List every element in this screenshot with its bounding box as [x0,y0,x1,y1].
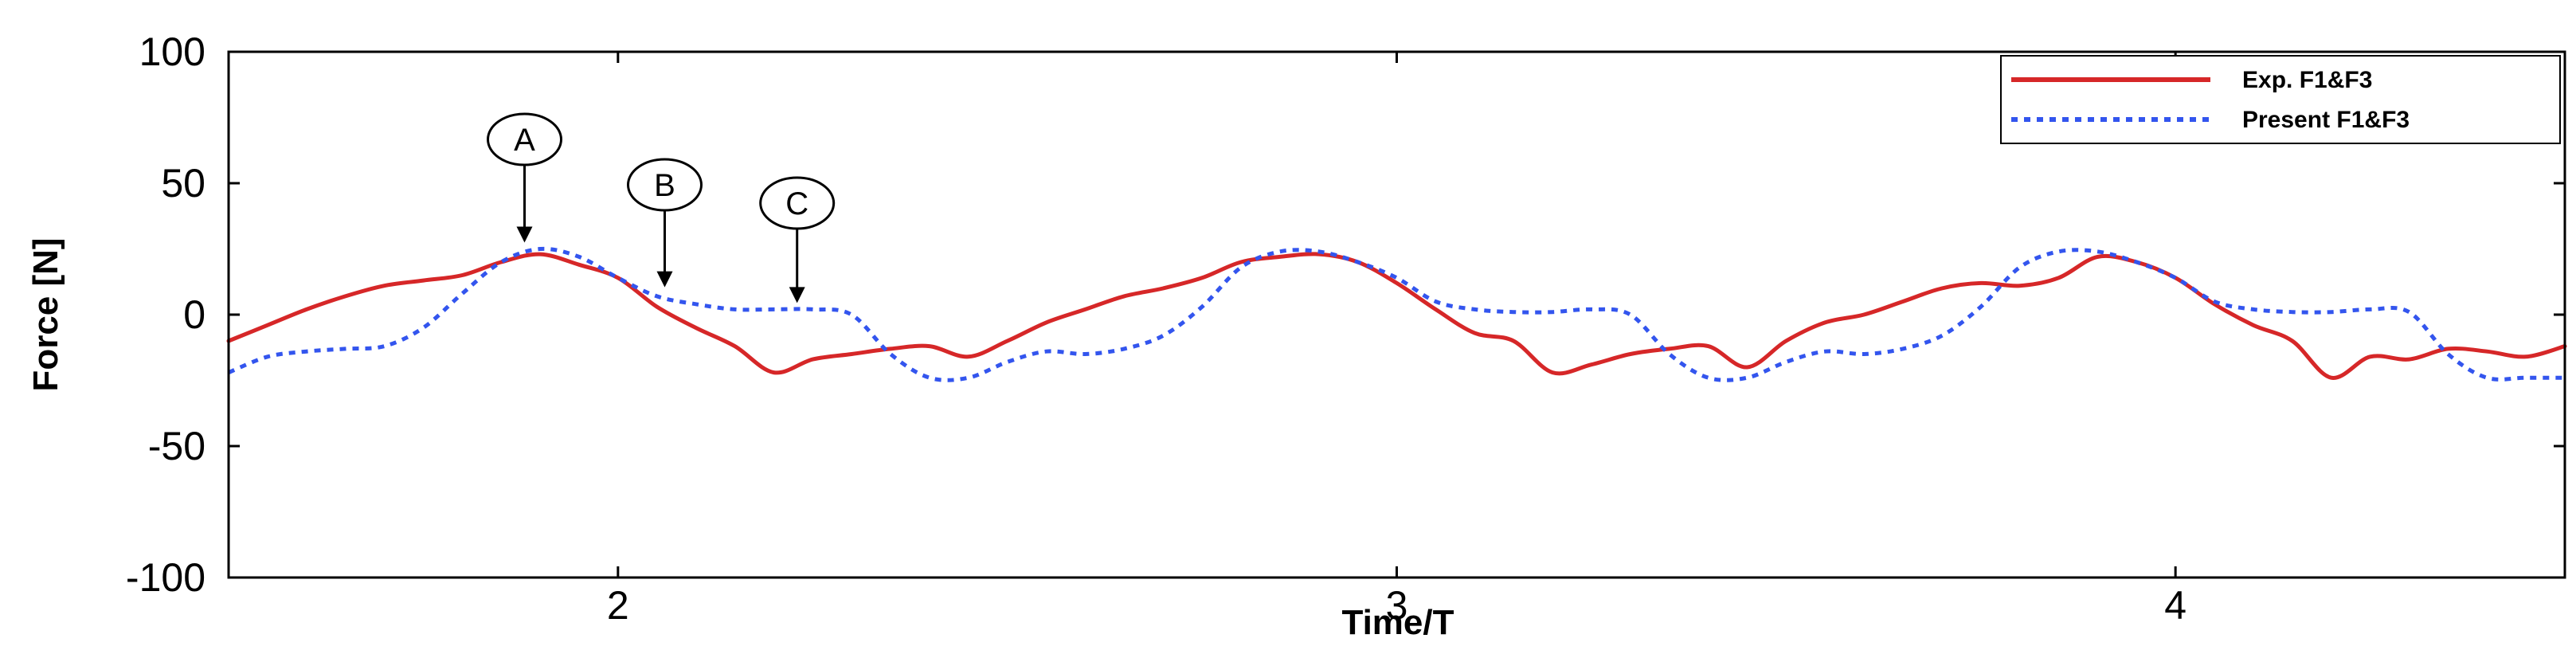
legend-label-present: Present F1&F3 [2242,107,2410,133]
annotation-label: B [654,168,675,203]
y-tick-label: -100 [126,555,206,600]
y-tick-label: -50 [148,424,206,468]
y-tick-label: 100 [139,29,206,74]
y-tick-label: 0 [183,292,206,337]
x-tick-label: 2 [607,583,629,628]
x-tick-label: 4 [2164,583,2186,628]
y-axis: 100 50 0 -50 -100 [126,29,2565,600]
series-line-exp [226,252,2567,380]
annotation-arrowhead [516,226,533,243]
annotation-arrowhead [656,271,673,288]
annotations: A B C [487,112,836,303]
legend-label-exp: Exp. F1&F3 [2242,67,2372,93]
y-tick-label: 50 [161,161,206,206]
legend: Exp. F1&F3 Present F1&F3 [2000,55,2561,144]
x-axis-title: Time/T [1341,603,1454,642]
x-tick-label: 3 [1386,583,1408,628]
annotation-label: A [514,123,535,158]
annotation-c: C [759,176,836,303]
legend-box [2000,55,2561,144]
x-axis: 2 3 4 [607,52,2186,628]
series-line-present [228,246,2565,382]
annotation-label: C [785,186,808,221]
annotation-a: A [487,112,563,243]
annotation-arrowhead [789,287,805,303]
y-axis-title: Force [N] [26,237,65,391]
annotation-b: B [626,158,703,288]
